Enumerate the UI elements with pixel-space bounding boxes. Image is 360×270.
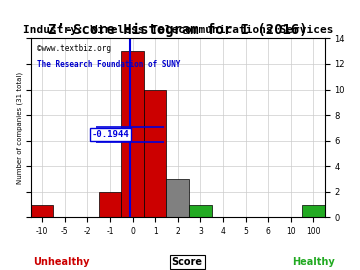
Bar: [99, 192, 121, 217]
Text: ©www.textbiz.org: ©www.textbiz.org: [37, 44, 111, 53]
Text: -0.1944: -0.1944: [91, 130, 129, 139]
Bar: [31, 205, 53, 217]
Bar: [121, 51, 144, 217]
Text: Unhealthy: Unhealthy: [33, 257, 89, 267]
Bar: [166, 179, 189, 217]
Text: Score: Score: [172, 257, 203, 267]
Bar: [302, 205, 325, 217]
Text: Healthy: Healthy: [292, 257, 334, 267]
Bar: [189, 205, 212, 217]
Text: The Research Foundation of SUNY: The Research Foundation of SUNY: [37, 60, 180, 69]
Bar: [144, 90, 166, 217]
Title: Z’-Score Histogram for I (2016): Z’-Score Histogram for I (2016): [48, 23, 307, 37]
Y-axis label: Number of companies (31 total): Number of companies (31 total): [17, 72, 23, 184]
Text: Industry: Wireless Telecommunications Services: Industry: Wireless Telecommunications Se…: [23, 25, 333, 35]
